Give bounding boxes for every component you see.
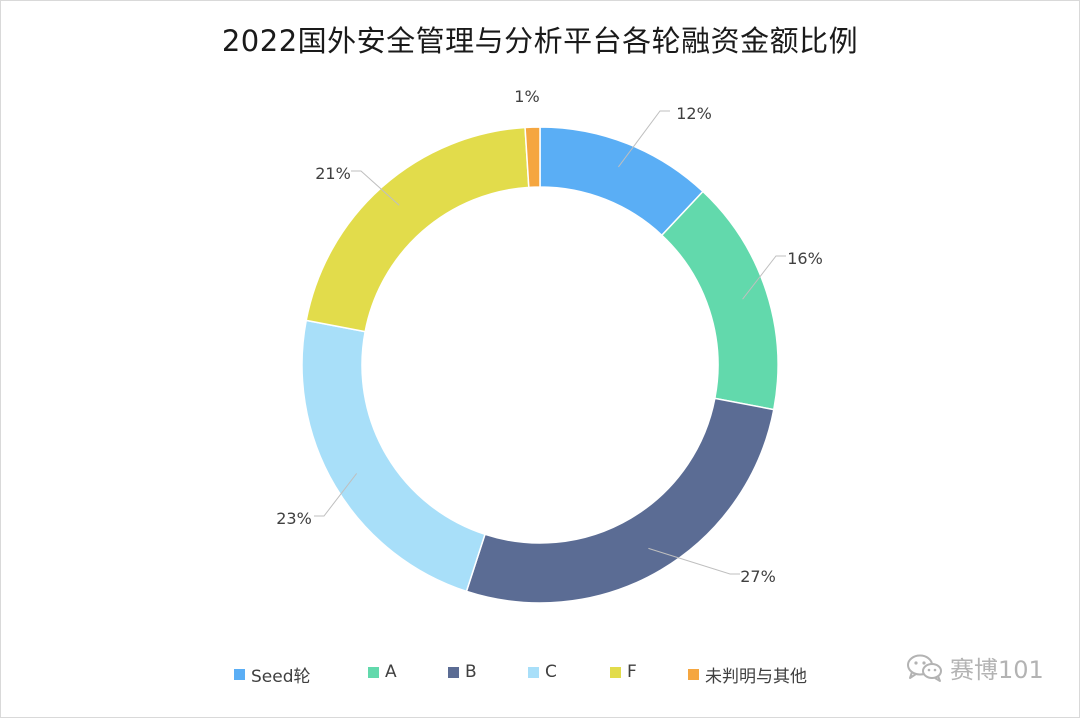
data-label-seed: 12% xyxy=(676,104,712,123)
legend-swatch xyxy=(234,669,245,680)
data-label-a: 16% xyxy=(787,249,823,268)
wechat-icon xyxy=(907,654,942,682)
slice-f xyxy=(305,126,530,333)
legend-label: Seed轮 xyxy=(251,667,311,687)
data-labels: 12% 16% 27% 23% 21% 1% xyxy=(276,87,823,586)
legend-swatch xyxy=(688,669,699,680)
data-label-c: 23% xyxy=(276,509,312,528)
legend-swatch xyxy=(528,666,539,678)
leader-line-f xyxy=(351,170,400,206)
legend-label: C xyxy=(545,662,557,682)
slice-other xyxy=(524,126,541,189)
legend-swatch xyxy=(610,666,621,678)
leader-lines xyxy=(314,110,786,575)
legend-item-other: 未判明与其他 xyxy=(688,662,807,687)
legend-item-a: A xyxy=(368,662,397,682)
legend-label: F xyxy=(627,662,637,682)
watermark: 赛博101 xyxy=(906,650,1044,685)
data-label-other: 1% xyxy=(514,87,539,106)
leader-line-a xyxy=(742,255,786,300)
legend-label: B xyxy=(465,662,477,682)
chart-title: 2022国外安全管理与分析平台各轮融资金额比例 xyxy=(221,24,859,58)
legend-item-seed: Seed轮 xyxy=(234,662,311,687)
data-label-f: 21% xyxy=(315,164,351,183)
legend-label: 未判明与其他 xyxy=(705,667,807,687)
leader-line-seed xyxy=(618,110,670,168)
legend-item-c: C xyxy=(528,662,557,682)
slice-b xyxy=(465,397,775,604)
legend-swatch xyxy=(368,666,379,678)
legend-label: A xyxy=(385,662,397,682)
legend: Seed轮 A B C F 未判明与其他 xyxy=(0,662,1080,688)
data-label-b: 27% xyxy=(740,567,776,586)
legend-swatch xyxy=(448,666,459,678)
leader-line-c xyxy=(314,473,358,517)
legend-item-b: B xyxy=(448,662,477,682)
legend-item-f: F xyxy=(610,662,637,682)
watermark-text: 赛博101 xyxy=(950,656,1044,684)
slice-a xyxy=(660,190,779,411)
leader-line-b xyxy=(648,547,740,575)
donut-slices xyxy=(301,126,779,604)
slice-c xyxy=(301,319,486,593)
